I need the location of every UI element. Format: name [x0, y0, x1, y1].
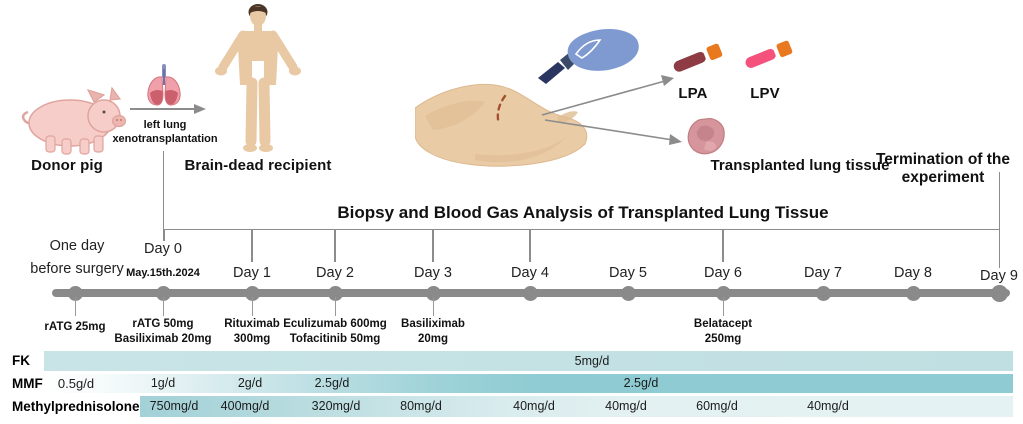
drug-stem-day3 [432, 297, 434, 316]
day-label-3: Day 3 [414, 265, 452, 281]
termination-label-line2: experiment [901, 169, 985, 186]
mp-dose-value-2: 400mg/d [220, 399, 270, 413]
bracket-tick-day0 [163, 229, 165, 241]
drug-minus1: rATG 25mg [44, 321, 106, 333]
day0-connector-line [163, 151, 165, 229]
biopsy-title: Biopsy and Blood Gas Analysis of Transpl… [337, 203, 829, 222]
day-label-9: Day 9 [980, 268, 1018, 284]
mmf-row-label: MMF [12, 376, 43, 391]
mmf-dose-value-5: 2.5g/d [623, 376, 659, 390]
timeline-dot-day4 [522, 285, 538, 301]
termination-label-line1: Termination of the [875, 151, 1011, 168]
sampling-arrows [541, 75, 682, 145]
lpv-tube-icon [745, 40, 793, 68]
day-label-minus1-line2: before surgery [30, 261, 124, 277]
fk-row-label: FK [12, 353, 30, 368]
drug-day2-line2: Tofacitinib 50mg [289, 333, 381, 345]
mp-dose-bar [140, 396, 1013, 417]
mp-dose-value-5: 40mg/d [513, 399, 555, 413]
mp-dose-value-4: 80mg/d [400, 399, 442, 413]
drug-day2-line1: Eculizumab 600mg [283, 318, 387, 330]
day-label-2: Day 2 [316, 265, 354, 281]
drug-day3-line1: Basiliximab [401, 318, 465, 330]
timeline-dot-day8 [905, 285, 921, 301]
drug-day3-line2: 20mg [417, 333, 449, 345]
transplant-label-line1: left lung [143, 119, 187, 131]
drug-day1-line2: 300mg [233, 333, 271, 345]
scalpel-hand-illustration [538, 28, 639, 84]
timeline-dot-minus1 [67, 285, 83, 301]
mmf-dose-value-2: 1g/d [150, 376, 176, 390]
bracket-tick-day2 [334, 229, 336, 262]
day-label-6: Day 6 [704, 265, 742, 281]
timeline-dot-day1 [244, 285, 260, 301]
lpv-label: LPV [750, 85, 780, 102]
drug-day0-line1: rATG 50mg [132, 318, 194, 330]
bracket-tick-day4 [529, 229, 531, 262]
drug-day6-line1: Belatacept [693, 318, 753, 330]
lungs-icon [147, 64, 181, 106]
lpa-label: LPA [678, 85, 708, 102]
day-label-minus1-line1: One day [49, 238, 105, 254]
lpa-tube-icon [673, 43, 723, 72]
timeline-dot-day3 [425, 285, 441, 301]
drug-stem-minus1 [74, 297, 76, 316]
human-figure [215, 4, 301, 152]
drug-stem-day1 [251, 297, 253, 316]
day-label-1: Day 1 [233, 265, 271, 281]
mp-row-label: Methylprednisolone [12, 399, 140, 414]
day-label-8: Day 8 [894, 265, 932, 281]
fk-dose-value: 5mg/d [574, 354, 610, 368]
mmf-dose-value-3: 2g/d [237, 376, 263, 390]
drug-day1-line1: Rituximab [224, 318, 280, 330]
timeline-dot-day9 [990, 284, 1008, 302]
timeline-dot-day5 [620, 285, 636, 301]
mp-dose-value-1: 750mg/d [149, 399, 199, 413]
lung-tissue-icon [687, 118, 725, 155]
tissue-label: Transplanted lung tissue [710, 157, 890, 174]
transplant-arrow [130, 104, 206, 114]
mp-dose-value-8: 40mg/d [807, 399, 849, 413]
bracket-tick-day6 [722, 229, 724, 262]
mp-dose-value-7: 60mg/d [696, 399, 738, 413]
drug-day0-line2: Basiliximab 20mg [114, 333, 212, 345]
day-label-7: Day 7 [804, 265, 842, 281]
drug-stem-day6 [722, 297, 724, 316]
day-label-0-date: May.15th.2024 [126, 267, 200, 279]
pig-illustration [21, 86, 126, 155]
mp-dose-value-6: 40mg/d [605, 399, 647, 413]
timeline-dot-day2 [327, 285, 343, 301]
day-label-5: Day 5 [609, 265, 647, 281]
mmf-dose-value-4: 2.5g/d [314, 376, 350, 390]
day-label-4: Day 4 [511, 265, 549, 281]
recipient-label: Brain-dead recipient [184, 157, 332, 174]
transplant-label-line2: xenotransplantation [112, 133, 218, 145]
fk-dose-bar [44, 351, 1013, 371]
donor-pig-label: Donor pig [31, 157, 103, 174]
timeline-dot-day7 [815, 285, 831, 301]
day-label-0: Day 0 [144, 241, 182, 257]
mp-dose-value-3: 320mg/d [311, 399, 361, 413]
drug-stem-day2 [334, 297, 336, 316]
termination-line [998, 172, 1000, 268]
drug-day6-line2: 250mg [704, 333, 742, 345]
mmf-dose-value-1: 0.5g/d [57, 376, 95, 391]
bracket-tick-day3 [432, 229, 434, 262]
biopsy-bracket [163, 229, 999, 230]
bracket-tick-day1 [251, 229, 253, 262]
timeline-dot-day6 [715, 285, 731, 301]
timeline-dot-day0 [155, 285, 171, 301]
torso-illustration [415, 83, 588, 167]
drug-stem-day0 [162, 297, 164, 316]
mmf-dose-bar [44, 374, 1013, 393]
